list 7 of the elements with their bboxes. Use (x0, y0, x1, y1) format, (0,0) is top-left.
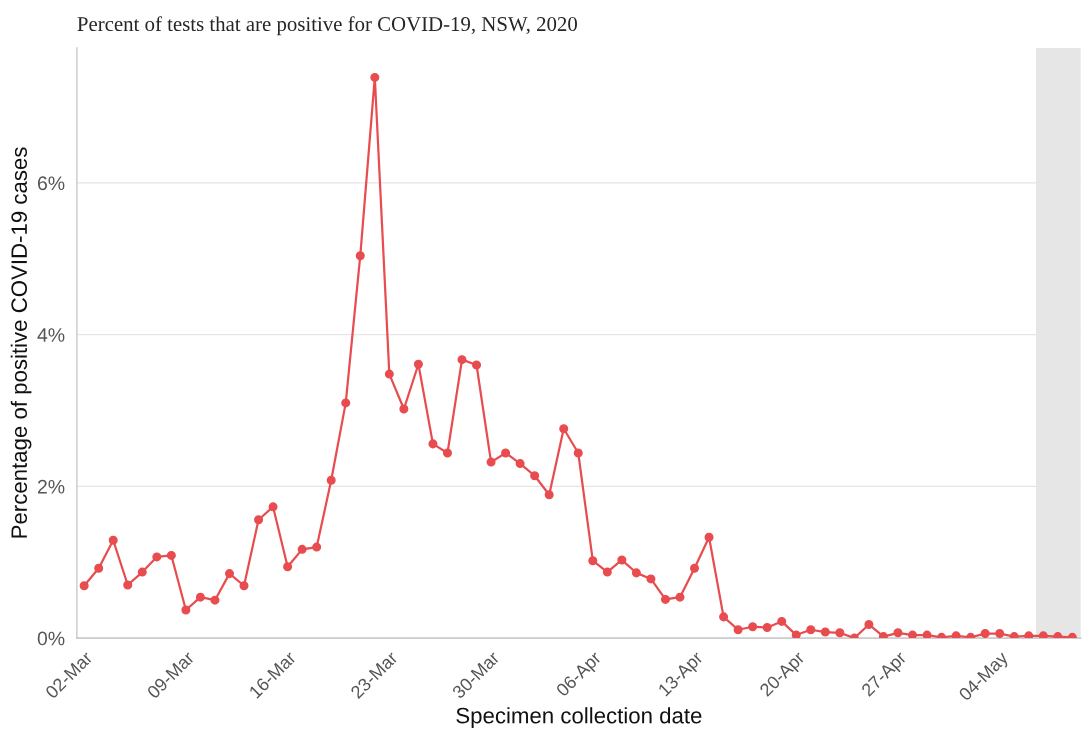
y-tick-label: 0% (37, 631, 65, 646)
chart-title: Percent of tests that are positive for COVID-19, NSW, 2020 (77, 16, 577, 36)
y-tick-label: 4% (37, 328, 65, 342)
x-axis-title: Specimen collection date (456, 707, 702, 728)
y-tick-label: 2% (37, 479, 65, 494)
y-tick-label: 6% (37, 176, 65, 191)
y-axis-title: Percentage of positive COVID-19 cases (10, 147, 32, 538)
